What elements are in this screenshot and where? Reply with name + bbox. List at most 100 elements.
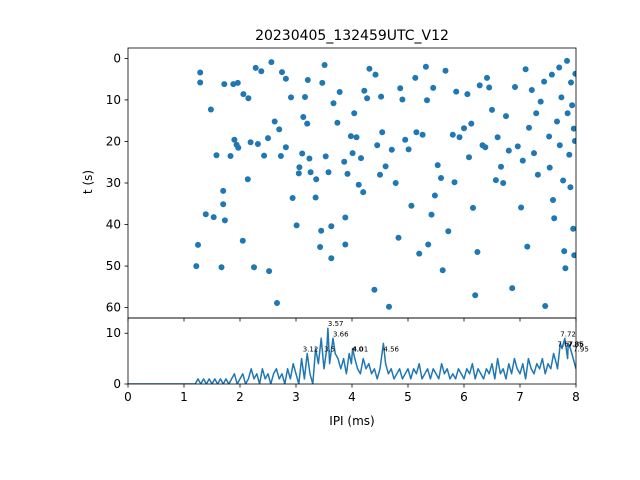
- scatter-point: [442, 67, 449, 74]
- scatter-point: [445, 228, 452, 235]
- scatter-point: [430, 84, 437, 91]
- scatter-point: [571, 252, 576, 259]
- scatter-point: [558, 94, 565, 101]
- scatter-point: [265, 135, 271, 142]
- scatter-point: [364, 95, 371, 102]
- scatter-point: [197, 79, 204, 86]
- scatter-point: [498, 163, 504, 170]
- scatter-point: [330, 100, 337, 107]
- scatter-point: [489, 106, 495, 113]
- scatter-point: [399, 96, 406, 103]
- x-tick-label: 4: [348, 390, 356, 404]
- scatter-point: [412, 74, 419, 81]
- scatter-point: [361, 87, 368, 94]
- x-tick-label: 6: [460, 390, 468, 404]
- y-tick-label: 50: [106, 259, 121, 273]
- scatter-plot: [193, 57, 576, 310]
- scatter-point: [528, 87, 535, 93]
- scatter-point: [245, 95, 252, 102]
- scatter-point: [240, 91, 247, 98]
- scatter-point: [541, 78, 548, 85]
- scatter-point: [431, 192, 438, 199]
- scatter-point: [428, 211, 435, 218]
- scatter-point: [518, 204, 525, 211]
- scatter-point: [425, 241, 432, 248]
- scatter-point: [360, 189, 367, 196]
- scatter-point: [424, 97, 430, 104]
- y-tick-label: 20: [106, 134, 121, 148]
- peak-label: 7.95: [573, 346, 589, 354]
- scatter-point: [220, 187, 227, 194]
- scatter-point: [268, 59, 275, 66]
- peak-label: 7.85: [568, 341, 584, 349]
- scatter-point: [221, 217, 228, 224]
- scatter-point: [572, 70, 576, 77]
- scatter-point: [492, 177, 499, 184]
- peak-label: 4.01: [353, 346, 369, 354]
- scatter-point: [234, 79, 241, 86]
- scatter-point: [392, 180, 399, 186]
- scatter-point: [341, 158, 348, 165]
- scatter-point: [230, 81, 237, 88]
- scatter-point: [570, 225, 576, 232]
- scatter-point: [486, 84, 493, 91]
- peak-label: 3.12: [303, 346, 319, 354]
- scatter-point: [509, 285, 516, 292]
- scatter-point: [351, 110, 358, 117]
- scatter-point: [386, 303, 392, 310]
- peak-label: 3.66: [333, 330, 349, 338]
- scatter-point: [193, 263, 200, 270]
- y-axis-label: t (s): [81, 170, 95, 194]
- y-tick-label: 60: [106, 301, 121, 315]
- x-tick-label: 3: [292, 390, 300, 404]
- scatter-point: [304, 77, 311, 83]
- scatter-point: [472, 292, 479, 299]
- scatter-point: [531, 150, 537, 157]
- peak-label: 4.56: [383, 346, 399, 354]
- scatter-point: [353, 134, 360, 141]
- scatter-point: [388, 146, 395, 153]
- scatter-point: [304, 120, 311, 127]
- scatter-point: [247, 139, 254, 146]
- scatter-point: [295, 170, 302, 177]
- scatter-point: [372, 71, 379, 78]
- scatter-point: [202, 211, 209, 218]
- scatter-point: [302, 94, 308, 100]
- scatter-point: [522, 66, 529, 73]
- scatter-point: [321, 62, 328, 68]
- scatter-point: [567, 184, 574, 191]
- scatter-point: [449, 131, 456, 138]
- scatter-point: [405, 146, 412, 153]
- scatter-point: [422, 63, 429, 70]
- y-tick-label: 0: [113, 51, 121, 65]
- scatter-point: [213, 152, 220, 159]
- scatter-point: [546, 133, 553, 140]
- scatter-point: [571, 138, 576, 144]
- scatter-point: [456, 134, 463, 141]
- scatter-point: [416, 250, 423, 257]
- scatter-point: [413, 129, 420, 136]
- scatter-point: [207, 106, 214, 113]
- scatter-point: [550, 197, 556, 203]
- scatter-point: [312, 194, 319, 201]
- scatter-point: [344, 170, 351, 177]
- scatter-point: [271, 118, 278, 125]
- x-tick-label: 0: [124, 390, 132, 404]
- scatter-point: [561, 248, 568, 255]
- ipi-y-tick-label: 0: [113, 377, 121, 391]
- scatter-point: [397, 85, 404, 92]
- y-tick-label: 30: [106, 176, 121, 190]
- scatter-point: [261, 152, 268, 159]
- scatter-point: [500, 180, 507, 186]
- scatter-point: [534, 171, 541, 178]
- scatter-point: [466, 154, 472, 161]
- scatter-point: [282, 75, 289, 82]
- scatter-point: [334, 119, 341, 126]
- scatter-point: [195, 241, 201, 248]
- scatter-point: [220, 201, 227, 208]
- scatter-point: [371, 286, 378, 293]
- scatter-point: [293, 222, 300, 229]
- scatter-point: [524, 243, 531, 250]
- scatter-point: [526, 124, 532, 131]
- x-tick-label: 7: [516, 390, 524, 404]
